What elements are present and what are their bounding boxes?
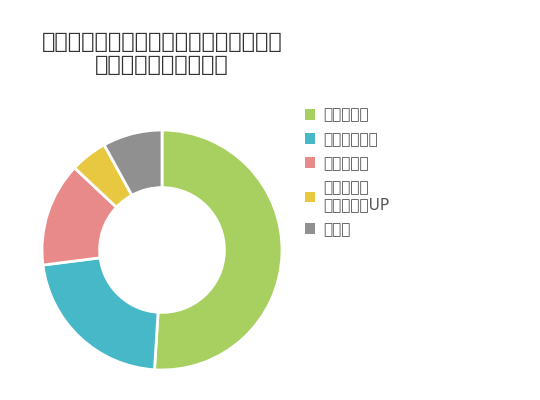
Text: 5%: 5% bbox=[87, 163, 116, 181]
Wedge shape bbox=[42, 168, 117, 265]
Text: 22%: 22% bbox=[75, 313, 114, 331]
Text: 14%: 14% bbox=[49, 210, 89, 228]
Text: 住宅ローンの保証料、あなたは次のうち
どれにしていますか？: 住宅ローンの保証料、あなたは次のうち どれにしていますか？ bbox=[42, 32, 282, 75]
Wedge shape bbox=[43, 258, 158, 370]
Text: 8%: 8% bbox=[123, 146, 152, 164]
Legend: 一括払い型, 金利上乗せ型, 保証料なし, 保証料￥０
事務手数料UP, その他: 一括払い型, 金利上乗せ型, 保証料なし, 保証料￥０ 事務手数料UP, その他 bbox=[305, 108, 389, 237]
Wedge shape bbox=[154, 130, 282, 370]
Wedge shape bbox=[104, 130, 162, 195]
Wedge shape bbox=[75, 145, 132, 207]
Text: 51%: 51% bbox=[240, 244, 280, 262]
